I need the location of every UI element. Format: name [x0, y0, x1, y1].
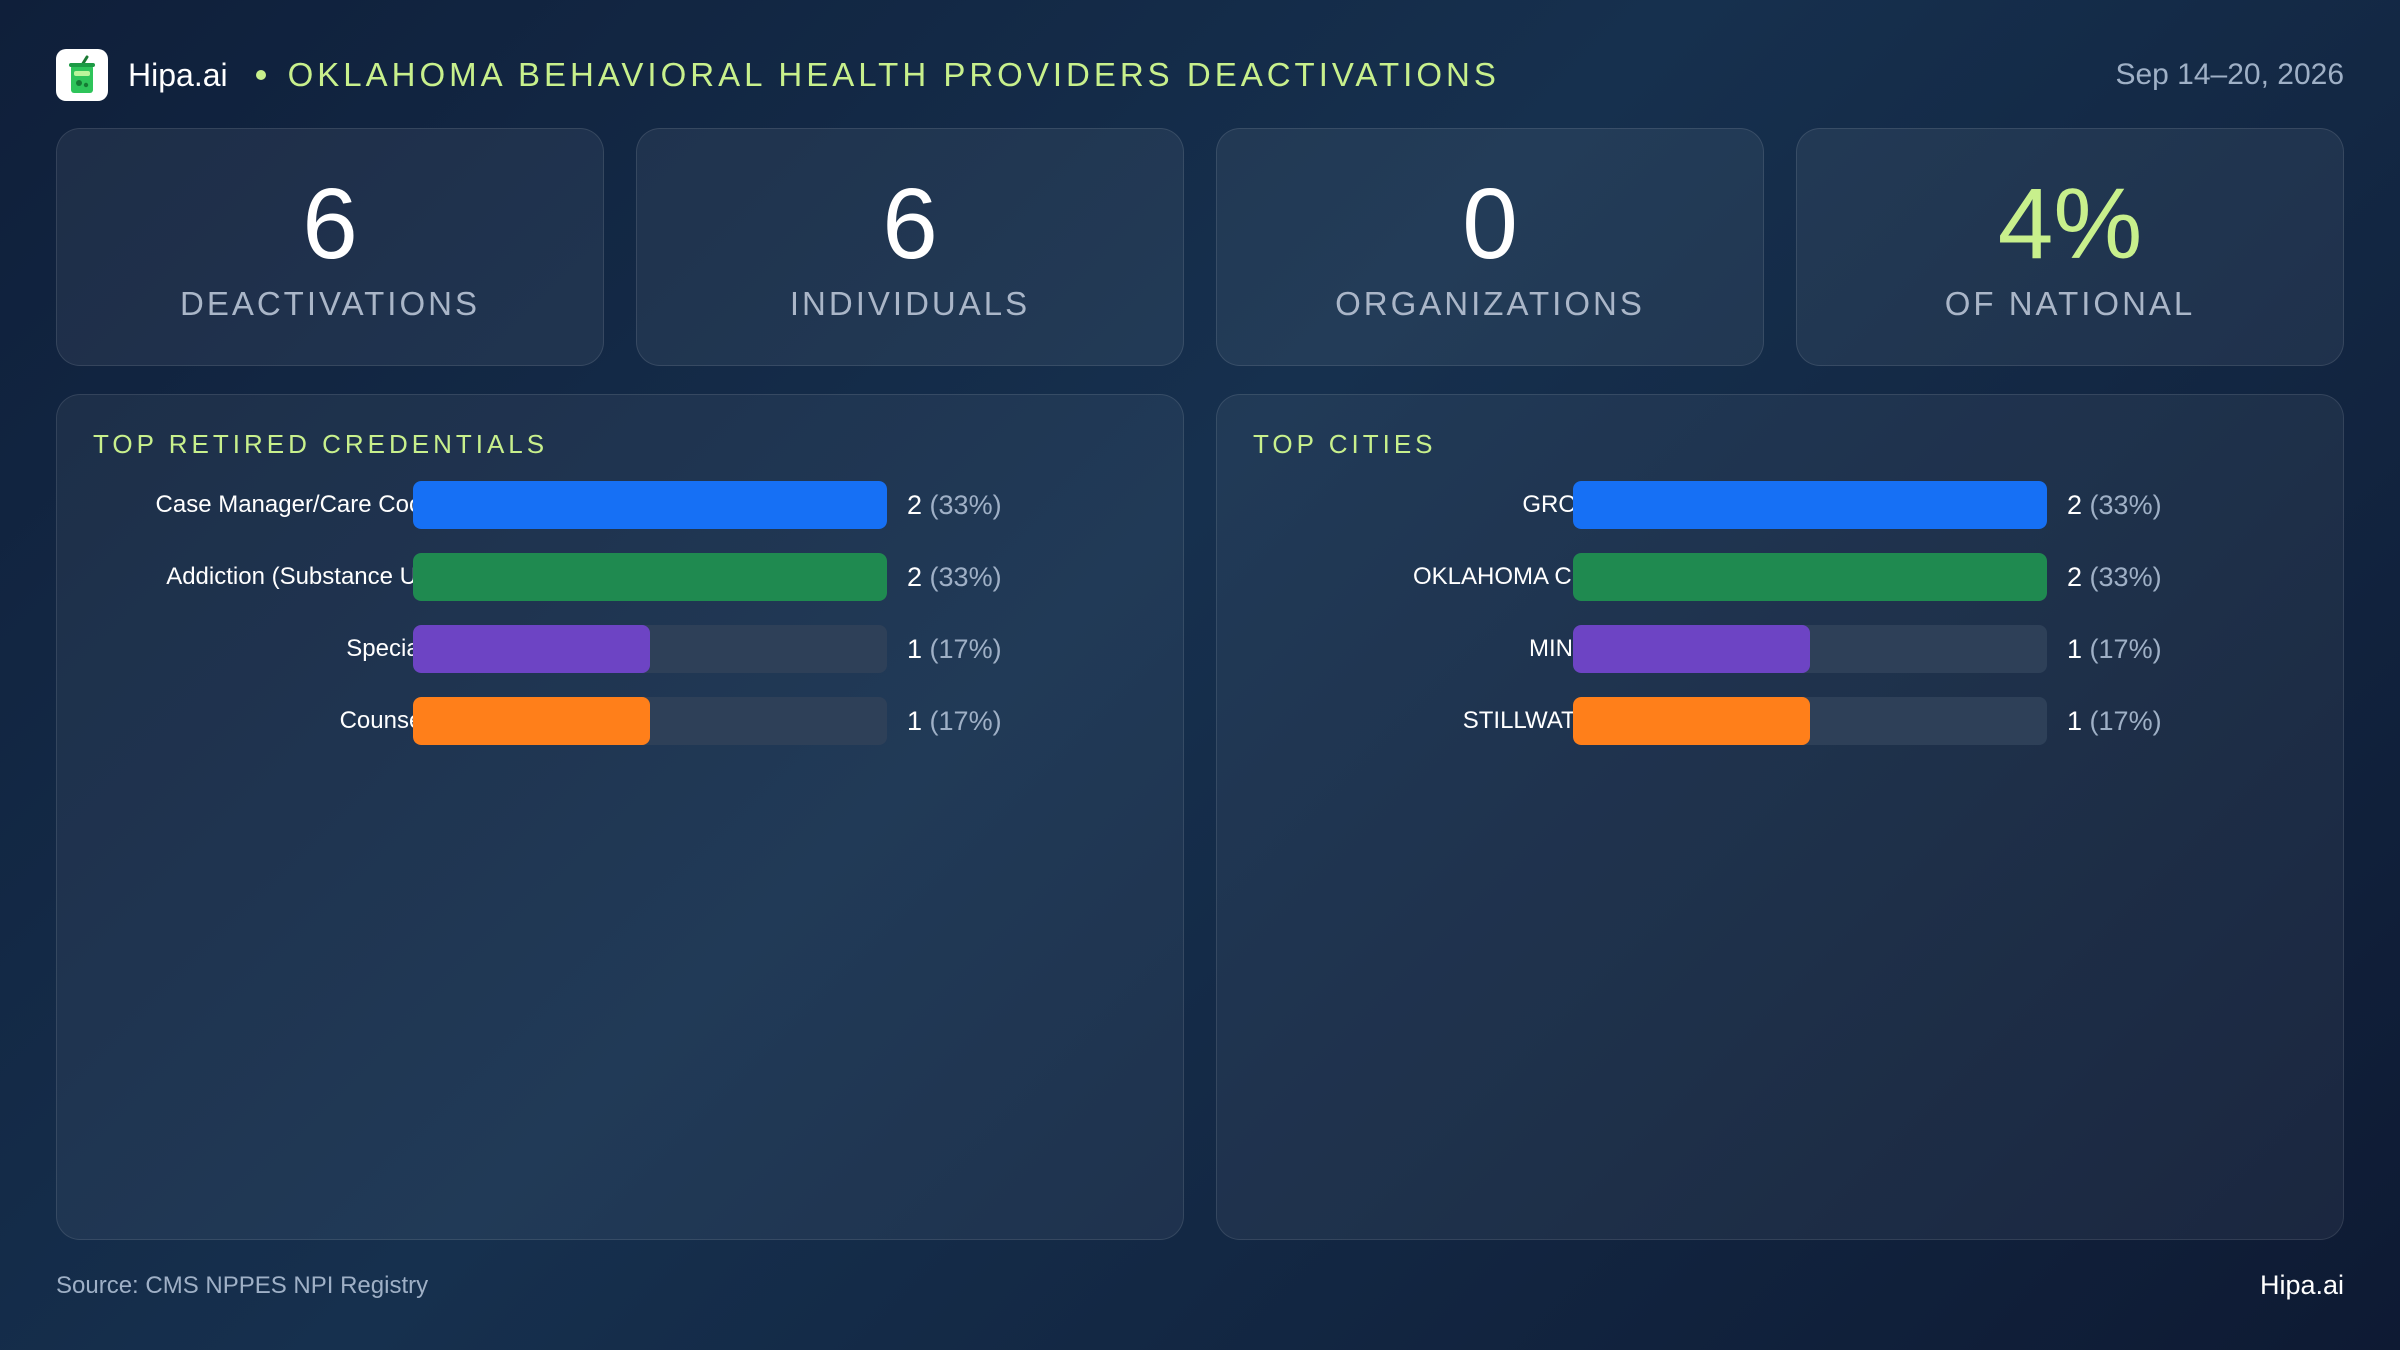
cup-icon [56, 49, 108, 101]
bar [1573, 553, 2047, 601]
bar-row: Case Manager/Care Coor... 2 (33%) [57, 481, 1183, 529]
kpi-label: DEACTIVATIONS [180, 285, 480, 322]
bar-label: Specialist [346, 635, 449, 662]
bar-value-label: 2 (33%) [2067, 481, 2162, 529]
bar [1573, 625, 1810, 673]
bar-track [413, 697, 887, 745]
bar-count: 2 [907, 490, 923, 520]
bar-percent: (17%) [929, 706, 1002, 736]
kpi-value: 6 [882, 168, 938, 280]
bar-value-label: 1 (17%) [907, 625, 1002, 673]
kpi-label: OF NATIONAL [1944, 285, 2196, 322]
bar-count: 2 [2067, 562, 2083, 592]
bar-row: OKLAHOMA CITY 2 (33%) [1217, 553, 2343, 601]
bar-count: 1 [907, 634, 923, 664]
bar-row: Addiction (Substance Us... 2 (33%) [57, 553, 1183, 601]
bar-row: Counselor 1 (17%) [57, 697, 1183, 745]
bar-count: 2 [2067, 490, 2083, 520]
bar-track [413, 625, 887, 673]
bar-track [1573, 697, 2047, 745]
bar-percent: (17%) [929, 634, 1002, 664]
kpi-card-organizations: 0 ORGANIZATIONS [1216, 128, 1764, 366]
brand-name: Hipa.ai [128, 56, 228, 93]
bar-track [1573, 553, 2047, 601]
bar-percent: (17%) [2089, 634, 2162, 664]
bar-label: GROVE [1522, 491, 1609, 518]
bar-track [413, 481, 887, 529]
bar-label: OKLAHOMA CITY [1412, 563, 1609, 590]
date-range: Sep 14–20, 2026 [2115, 58, 2344, 91]
bar-row: MINCO 1 (17%) [1217, 625, 2343, 673]
kpi-card-deactivations: 6 DEACTIVATIONS [56, 128, 604, 366]
bar [413, 625, 650, 673]
separator-dot [255, 70, 266, 80]
bar-count: 2 [907, 562, 923, 592]
bar-row: GROVE 2 (33%) [1217, 481, 2343, 529]
bar [413, 697, 650, 745]
bar-value-label: 1 (17%) [2067, 697, 2162, 745]
bar [1573, 481, 2047, 529]
page-title: OKLAHOMA BEHAVIORAL HEALTH PROVIDERS DEA… [287, 56, 1500, 93]
bar-percent: (17%) [2089, 706, 2162, 736]
kpi-value: 0 [1462, 168, 1518, 280]
bar-percent: (33%) [2089, 490, 2162, 520]
kpi-row: 6 DEACTIVATIONS 6 INDIVIDUALS 0 ORGANIZA… [56, 128, 2344, 366]
bar-label: Case Manager/Care Coor... [155, 491, 449, 518]
bar [413, 481, 887, 529]
bar-track [1573, 625, 2047, 673]
header: Hipa.ai OKLAHOMA BEHAVIORAL HEALTH PROVI… [56, 48, 2344, 102]
bar-percent: (33%) [929, 490, 1002, 520]
bar [413, 553, 887, 601]
kpi-label: INDIVIDUALS [789, 285, 1031, 322]
panel-title: TOP CITIES [1253, 429, 1437, 459]
bar-row: STILLWATER 1 (17%) [1217, 697, 2343, 745]
bar-label: Counselor [339, 707, 449, 734]
bar-count: 1 [2067, 634, 2083, 664]
bar-value-label: 2 (33%) [2067, 553, 2162, 601]
panel-title: TOP RETIRED CREDENTIALS [93, 429, 549, 459]
source-note: Source: CMS NPPES NPI Registry [56, 1272, 429, 1299]
kpi-card-individuals: 6 INDIVIDUALS [636, 128, 1184, 366]
bar-value-label: 2 (33%) [907, 481, 1002, 529]
bar-label: MINCO [1529, 635, 1609, 662]
bar [1573, 697, 1810, 745]
bar-value-label: 2 (33%) [907, 553, 1002, 601]
bar-percent: (33%) [2089, 562, 2162, 592]
bar-label: Addiction (Substance Us... [166, 563, 449, 590]
cities-panel: TOP CITIES GROVE 2 (33%) OKLAHOMA CITY 2 (3… [1216, 394, 2344, 1240]
kpi-value: 4% [1997, 168, 2143, 280]
bar-row: Specialist 1 (17%) [57, 625, 1183, 673]
kpi-value: 6 [302, 168, 358, 280]
bar-track [1573, 481, 2047, 529]
bar-value-label: 1 (17%) [907, 697, 1002, 745]
footer-brand: Hipa.ai [2259, 1270, 2344, 1300]
kpi-label: ORGANIZATIONS [1335, 285, 1645, 322]
bar-count: 1 [2067, 706, 2083, 736]
bar-label: STILLWATER [1462, 707, 1609, 734]
credentials-panel: TOP RETIRED CREDENTIALS Case Manager/Car… [56, 394, 1184, 1240]
kpi-card-of-national: 4% OF NATIONAL [1796, 128, 2344, 366]
bar-percent: (33%) [929, 562, 1002, 592]
bar-count: 1 [907, 706, 923, 736]
bar-value-label: 1 (17%) [2067, 625, 2162, 673]
bar-track [413, 553, 887, 601]
